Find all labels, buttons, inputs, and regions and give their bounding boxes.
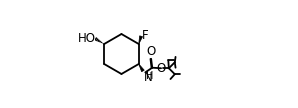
- Text: HO: HO: [77, 32, 95, 45]
- Polygon shape: [139, 36, 142, 44]
- Text: H: H: [146, 71, 153, 81]
- Polygon shape: [139, 64, 144, 72]
- Text: O: O: [147, 45, 156, 58]
- Text: N: N: [143, 71, 152, 84]
- Text: F: F: [142, 29, 149, 42]
- Text: O: O: [156, 62, 166, 75]
